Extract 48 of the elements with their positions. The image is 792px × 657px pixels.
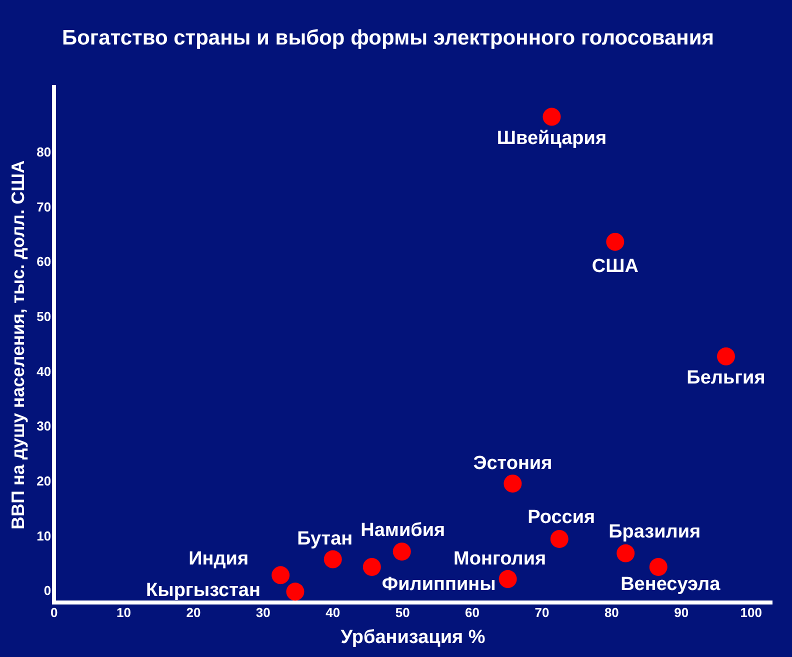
- annotation: Эстония: [473, 452, 552, 474]
- y-tick-label: 0: [44, 583, 52, 598]
- y-tick-label: 70: [36, 199, 52, 214]
- x-tick-label: 80: [604, 604, 619, 620]
- point: [362, 558, 381, 576]
- point: [542, 108, 561, 126]
- annotation: Швейцария: [496, 128, 607, 150]
- x-tick-label: 10: [116, 604, 131, 620]
- annotation: Филиппины: [382, 574, 496, 596]
- point: [616, 544, 635, 562]
- point: [504, 474, 522, 493]
- annotation: Бельгия: [686, 368, 766, 389]
- annotation: США: [592, 256, 639, 278]
- point: [286, 582, 304, 601]
- annotation: Бутан: [297, 528, 353, 550]
- annotation: Монголия: [454, 548, 546, 570]
- point: [498, 570, 517, 588]
- x-axis-title: Урбанизация %: [340, 626, 486, 648]
- point: [550, 530, 568, 548]
- x-tick-label: 40: [326, 604, 340, 620]
- x-tick-label: 90: [674, 604, 689, 620]
- y-tick-label: 40: [36, 364, 52, 379]
- chart-title: Богатство страны и выбор формы электронного голосования: [62, 26, 714, 50]
- y-tick-label: 30: [36, 418, 52, 434]
- annotation: Кыргызстан: [146, 580, 260, 601]
- point: [392, 542, 411, 561]
- annotation: Россия: [528, 507, 596, 528]
- y-axis-title: ВВП на душу населения, тыс. долл. США: [8, 160, 28, 530]
- point: [324, 550, 342, 568]
- point: [716, 347, 735, 366]
- point: [649, 558, 668, 576]
- point: [606, 232, 624, 251]
- annotation: Бразилия: [608, 521, 701, 542]
- x-tick-label: 100: [740, 604, 762, 620]
- x-tick-label: 30: [256, 604, 270, 620]
- annotation: Венесуэла: [620, 574, 721, 596]
- x-tick-label: 50: [395, 604, 410, 620]
- annotation: Индия: [188, 548, 249, 570]
- y-tick-label: 80: [36, 144, 52, 160]
- annotation: Намибия: [360, 520, 446, 541]
- y-tick-label: 10: [36, 528, 52, 544]
- y-tick-label: 60: [36, 254, 52, 270]
- y-tick-label: 50: [36, 309, 52, 324]
- x-tick-label: 70: [534, 604, 550, 620]
- point: [272, 566, 290, 584]
- x-tick-label: 60: [465, 604, 480, 620]
- x-tick-label: 20: [186, 604, 201, 620]
- y-tick-label: 20: [36, 474, 52, 489]
